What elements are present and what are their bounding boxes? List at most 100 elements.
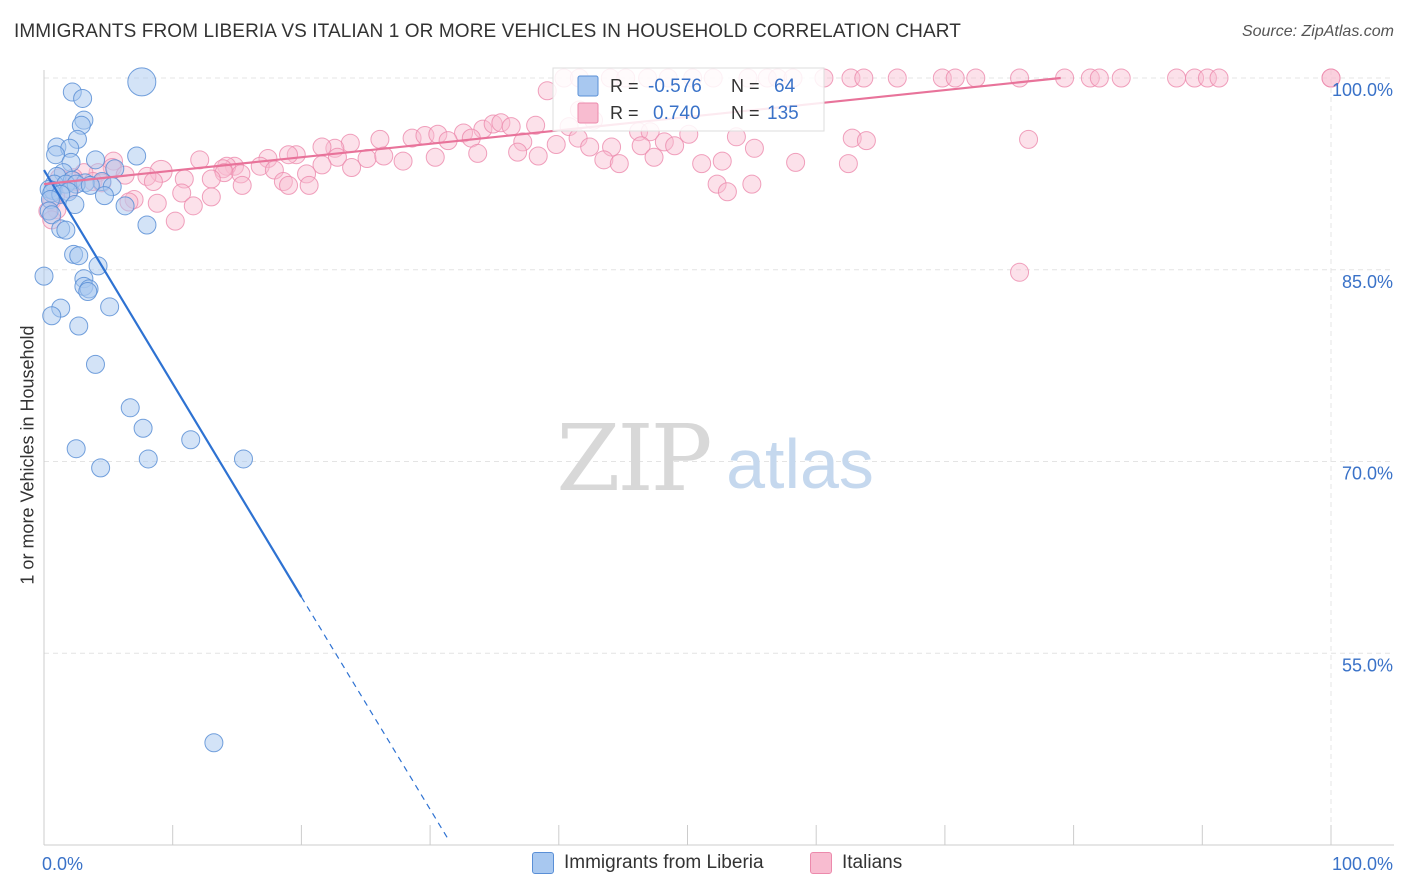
italians-point [374,146,394,166]
italians-point [279,145,299,165]
italians-point [273,172,293,192]
liberia-point [34,266,54,286]
italians-point [744,138,764,158]
stats-r-value-blue: -0.576 [648,76,702,97]
liberia-point [88,256,108,276]
italians-point [1321,68,1341,88]
liberia-point [115,196,135,216]
watermark-zip: ZIP [556,405,709,512]
italians-point [1010,262,1030,282]
stats-n-value-pink: 135 [767,103,799,124]
italians-point [201,169,221,189]
stats-swatch-blue [577,75,599,97]
liberia-trend-extension [300,596,450,842]
liberia-point [127,67,157,97]
legend-item-italians: Italians [810,852,902,874]
liberia-point [73,88,93,108]
liberia-point [66,439,86,459]
x-tick-label-1: 100.0% [1332,854,1393,874]
italians-point [201,187,221,207]
liberia-point [181,430,201,450]
stats-r-label-pink: R = [610,103,639,123]
liberia-point [46,145,66,165]
y-tick-label-1: 85.0% [1342,272,1393,292]
tick-labels: 100.0% 85.0% 70.0% 55.0% 0.0% 100.0% [42,80,1393,874]
y-tick-label-2: 70.0% [1342,464,1393,484]
italians-point [370,129,390,149]
axes [43,70,1394,846]
zipatlas-watermark: ZIP atlas [556,405,874,512]
legend: Immigrants from Liberia Italians [0,852,1406,878]
italians-point [707,174,727,194]
italians-point [1111,68,1131,88]
liberia-point [42,306,62,326]
italians-point [856,131,876,151]
italians-point [665,136,685,156]
italians-point [513,132,533,152]
stats-r-value-pink: 0.740 [653,103,701,124]
italians-trend-line [43,76,1061,186]
legend-swatch-liberia [532,852,554,874]
italians-point [1185,68,1205,88]
italians-point [945,68,965,88]
italians-point [279,175,299,195]
italians-point [526,115,546,135]
italians-point [654,132,674,152]
italians-point [546,134,566,154]
italians-point [644,147,664,167]
italians-point [232,175,252,195]
italians-point [1019,129,1039,149]
liberia-point [42,205,62,225]
chart-title: IMMIGRANTS FROM LIBERIA VS ITALIAN 1 OR … [14,21,961,42]
italians-point [1167,68,1187,88]
liberia-point [133,418,153,438]
liberia-point [80,175,100,195]
y-tick-label-0: 100.0% [1332,80,1393,100]
italians-point [966,68,986,88]
italians-point [712,151,732,171]
italians-point [258,149,278,169]
italians-point [838,154,858,174]
italians-point [932,68,952,88]
italians-point [143,172,163,192]
liberia-point [85,354,105,374]
italians-point [1089,68,1109,88]
italians-point [609,154,629,174]
liberia-point [100,297,120,317]
watermark-atlas: atlas [726,425,874,503]
italians-point [172,183,192,203]
italians-point [1197,68,1217,88]
italians-point [528,146,548,166]
stats-box: R = -0.576 N = 64 R = 0.740 N = 135 [552,67,825,132]
liberia-point [204,733,224,753]
italians-point [501,117,521,137]
trend-lines [43,76,1061,842]
liberia-point [78,281,98,301]
liberia-point [69,246,89,266]
italians-point [1010,68,1030,88]
italians-point [425,147,445,167]
legend-swatch-italians [810,852,832,874]
italians-point [631,136,651,156]
italians-point [717,182,737,202]
italians-point [165,211,185,231]
stats-r-label-blue: R = [610,76,639,96]
italians-point [580,137,600,157]
italians-point [508,142,528,162]
italians-point [299,175,319,195]
liberia-point [94,186,114,206]
italians-point [854,68,874,88]
liberia-point [56,220,76,240]
liberia-trend-line [43,169,303,598]
stats-n-value-blue: 64 [774,76,796,97]
liberia-point [69,316,89,336]
italians-point [312,155,332,175]
liberia-point [85,150,105,170]
liberia-point [138,449,158,469]
liberia-point [91,458,111,478]
legend-label-italians: Italians [842,852,903,873]
legend-item-liberia: Immigrants from Liberia [532,852,764,874]
liberia-point [233,449,253,469]
italians-point [841,68,861,88]
